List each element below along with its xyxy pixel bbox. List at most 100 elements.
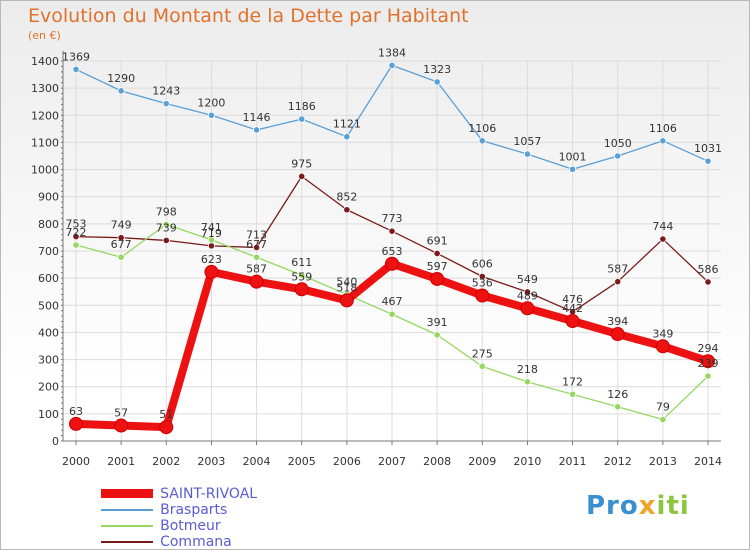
x-tick-label: 2003: [197, 455, 225, 468]
data-label: 536: [472, 277, 493, 290]
data-point: [478, 137, 486, 145]
data-label: 218: [517, 363, 538, 376]
data-label: 677: [111, 238, 132, 251]
x-tick-label: 2001: [107, 455, 135, 468]
data-point: [704, 278, 712, 286]
data-label: 1323: [423, 63, 451, 76]
x-tick-label: 2009: [468, 455, 496, 468]
unit-label: (en €): [28, 29, 61, 42]
data-label: 172: [562, 375, 583, 388]
data-label: 518: [336, 281, 357, 294]
data-label: 623: [201, 253, 222, 266]
proxiti-logo: Proxiti: [586, 491, 690, 521]
data-point: [523, 288, 532, 296]
data-label: 975: [291, 157, 312, 170]
y-tick-label: 100: [38, 408, 59, 421]
data-label: 677: [246, 238, 267, 251]
data-point: [204, 264, 219, 279]
data-point: [704, 372, 712, 380]
x-tick-label: 2013: [649, 455, 677, 468]
data-point: [659, 235, 667, 243]
data-label: 294: [698, 342, 719, 355]
legend-label: SAINT-RIVOAL: [160, 485, 258, 502]
data-point: [433, 331, 441, 339]
y-tick-label: 600: [38, 272, 59, 285]
data-point: [252, 126, 261, 134]
legend-item-brasparts: Brasparts: [101, 501, 257, 518]
legend-item-commana: Commana: [101, 533, 257, 549]
data-label: 719: [201, 227, 222, 240]
data-label: 1106: [649, 122, 677, 135]
data-point: [659, 415, 667, 424]
data-point: [159, 420, 174, 435]
data-point: [69, 416, 83, 431]
data-label: 739: [156, 221, 177, 234]
data-point: [117, 87, 125, 95]
data-point: [701, 354, 715, 369]
data-label: 51: [159, 408, 173, 421]
data-point: [475, 288, 490, 303]
y-tick-label: 1100: [31, 136, 59, 149]
data-point: [614, 278, 622, 286]
data-label: 1121: [333, 118, 361, 131]
data-label: 391: [427, 316, 448, 329]
data-point: [430, 271, 445, 286]
legend-swatch: [101, 524, 153, 527]
data-label: 559: [291, 270, 312, 283]
data-label: 1243: [152, 85, 180, 98]
data-label: 239: [698, 357, 719, 370]
y-tick-label: 200: [38, 381, 59, 394]
legend-swatch: [101, 489, 153, 498]
data-point: [343, 133, 351, 141]
data-label: 126: [607, 388, 628, 401]
data-point: [249, 274, 264, 289]
x-tick-label: 2005: [288, 455, 316, 468]
data-point: [72, 241, 80, 249]
data-label: 1106: [468, 122, 496, 135]
data-point: [568, 390, 577, 398]
x-tick-label: 2011: [559, 455, 587, 468]
x-tick-label: 2004: [243, 455, 271, 468]
y-tick-label: 0: [52, 435, 59, 448]
data-point: [162, 220, 170, 228]
data-label: 587: [246, 263, 267, 276]
data-point: [388, 227, 396, 235]
y-tick-label: 1300: [31, 82, 59, 95]
data-label: 79: [656, 401, 670, 414]
y-tick-label: 900: [38, 191, 59, 204]
x-tick-label: 2002: [152, 455, 180, 468]
data-label: 467: [382, 295, 403, 308]
legend-item-saint-rivoal: SAINT-RIVOAL: [101, 485, 258, 502]
data-point: [117, 234, 125, 242]
x-tick-label: 2010: [513, 455, 541, 468]
data-point: [298, 115, 306, 123]
data-point: [298, 271, 306, 279]
data-label: 1146: [243, 111, 271, 124]
data-label: 741: [201, 221, 222, 234]
data-point: [433, 78, 441, 86]
data-label: 275: [472, 347, 493, 360]
data-point: [162, 100, 170, 108]
x-tick-label: 2012: [604, 455, 632, 468]
data-label: 540: [336, 275, 357, 288]
data-point: [614, 152, 622, 160]
y-tick-label: 1400: [31, 55, 59, 68]
data-label: 587: [607, 263, 628, 276]
legend-label: Brasparts: [160, 501, 228, 518]
data-point: [520, 301, 535, 316]
data-label: 773: [382, 212, 403, 225]
data-point: [294, 282, 309, 297]
data-label: 57: [114, 407, 128, 420]
data-label: 549: [517, 273, 538, 286]
data-point: [117, 253, 125, 261]
legend-swatch: [101, 540, 153, 543]
data-point: [252, 253, 261, 261]
data-point: [478, 362, 486, 370]
data-point: [610, 327, 625, 342]
data-point: [655, 339, 670, 354]
x-tick-label: 2008: [423, 455, 451, 468]
label-layer: 753 749 739 719 713 975 852 773 691 606 549 476 587 7…: [62, 46, 722, 421]
x-tick-label: 2000: [62, 455, 90, 468]
